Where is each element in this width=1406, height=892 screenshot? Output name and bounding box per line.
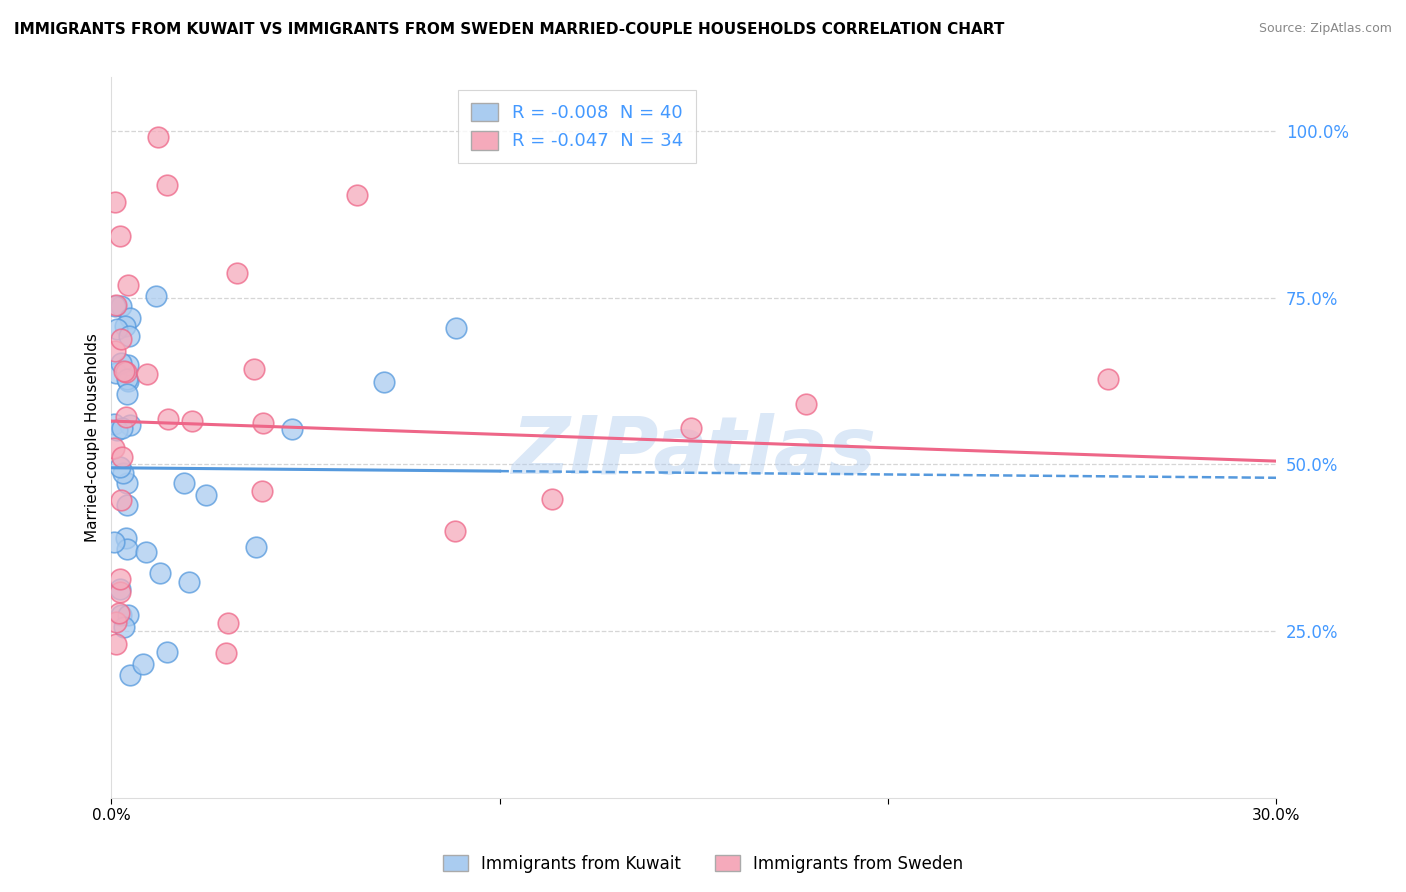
Point	[110, 356, 132, 370]
Point	[135, 367, 157, 381]
Point	[173, 475, 195, 490]
Point	[105, 322, 128, 336]
Point	[115, 542, 138, 557]
Point	[115, 372, 138, 386]
Point	[156, 645, 179, 659]
Point	[243, 362, 266, 376]
Point	[114, 319, 136, 334]
Point	[194, 488, 217, 502]
Point	[108, 585, 131, 599]
Point	[105, 424, 128, 438]
Point	[108, 582, 131, 596]
Point	[114, 410, 136, 425]
Point	[120, 311, 142, 326]
Point	[373, 375, 395, 389]
Point	[110, 421, 132, 435]
Point	[105, 615, 128, 630]
Point	[180, 414, 202, 428]
Point	[117, 278, 139, 293]
Point	[104, 343, 127, 358]
Point	[245, 540, 267, 554]
Point	[115, 475, 138, 490]
Point	[149, 566, 172, 581]
Point	[112, 620, 135, 634]
Point	[105, 297, 128, 311]
Point	[108, 572, 131, 586]
Point	[112, 466, 135, 480]
Point	[115, 365, 138, 379]
Point	[104, 366, 127, 380]
Point	[250, 483, 273, 498]
Point	[217, 616, 239, 631]
Point	[681, 420, 703, 434]
Text: IMMIGRANTS FROM KUWAIT VS IMMIGRANTS FROM SWEDEN MARRIED-COUPLE HOUSEHOLDS CORRE: IMMIGRANTS FROM KUWAIT VS IMMIGRANTS FRO…	[14, 22, 1004, 37]
Point	[115, 387, 138, 401]
Text: Source: ZipAtlas.com: Source: ZipAtlas.com	[1258, 22, 1392, 36]
Text: ZIPatlas: ZIPatlas	[512, 413, 876, 491]
Point	[117, 608, 139, 623]
Point	[225, 266, 247, 280]
Point	[132, 657, 155, 672]
Point	[444, 524, 467, 538]
Point	[103, 417, 125, 431]
Point	[796, 397, 818, 411]
Point	[107, 606, 129, 620]
Point	[444, 320, 467, 334]
Point	[120, 418, 142, 433]
Point	[346, 188, 368, 202]
Point	[117, 374, 139, 388]
Point	[118, 329, 141, 343]
Point	[108, 460, 131, 475]
Point	[281, 422, 304, 436]
Point	[104, 299, 127, 313]
Point	[156, 412, 179, 426]
Point	[103, 442, 125, 456]
Point	[115, 498, 138, 512]
Point	[110, 299, 132, 313]
Point	[146, 130, 169, 145]
Point	[110, 229, 132, 244]
Point	[104, 194, 127, 209]
Point	[156, 178, 179, 192]
Point	[112, 363, 135, 377]
Legend: Immigrants from Kuwait, Immigrants from Sweden: Immigrants from Kuwait, Immigrants from …	[436, 848, 970, 880]
Point	[145, 289, 167, 303]
Point	[114, 531, 136, 545]
Point	[252, 417, 274, 431]
Point	[110, 492, 132, 507]
Point	[540, 491, 562, 506]
Point	[1097, 371, 1119, 385]
Point	[135, 545, 157, 559]
Point	[105, 637, 128, 651]
Legend: R = -0.008  N = 40, R = -0.047  N = 34: R = -0.008 N = 40, R = -0.047 N = 34	[458, 90, 696, 163]
Point	[110, 333, 132, 347]
Point	[215, 646, 238, 660]
Y-axis label: Married-couple Households: Married-couple Households	[86, 334, 100, 542]
Point	[110, 608, 132, 623]
Point	[118, 667, 141, 681]
Point	[117, 358, 139, 372]
Point	[111, 450, 134, 464]
Point	[103, 535, 125, 549]
Point	[177, 574, 200, 589]
